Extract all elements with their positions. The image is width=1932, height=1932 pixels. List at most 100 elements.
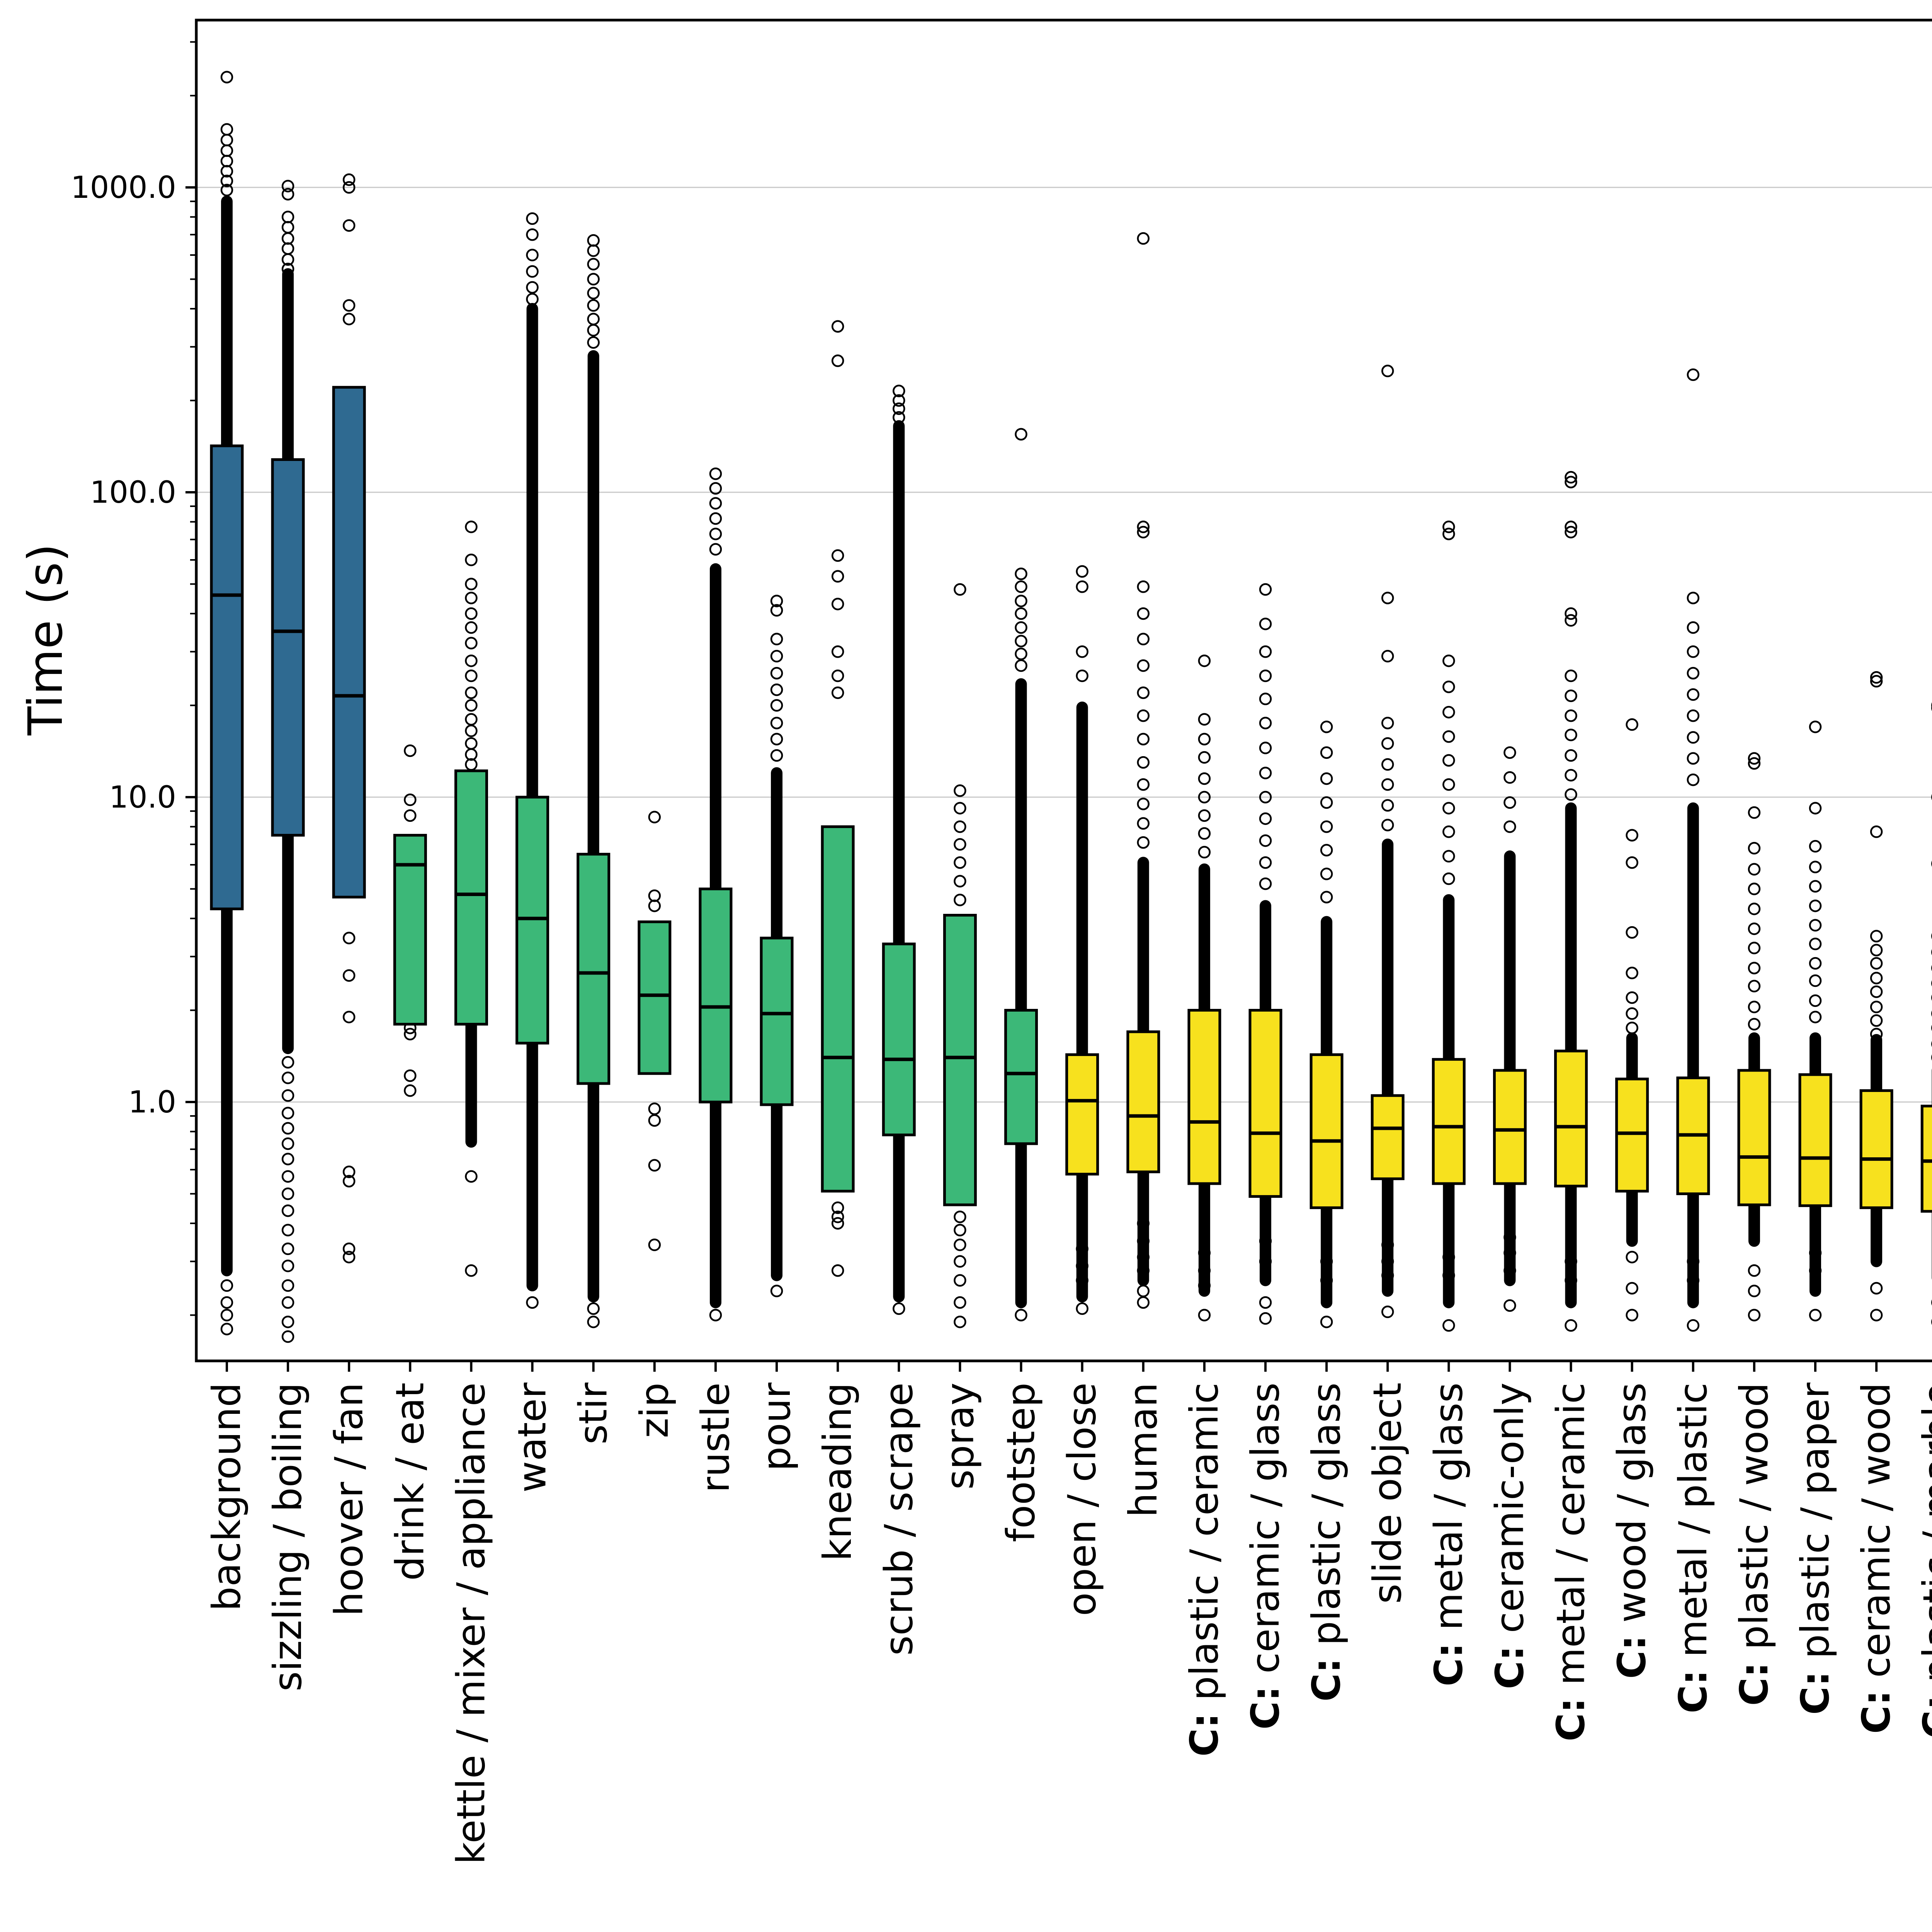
outlier-point: [954, 1274, 966, 1287]
outlier-point: [1503, 1247, 1516, 1259]
outlier-point: [220, 1296, 233, 1309]
outlier-point: [954, 583, 966, 596]
outlier-point: [1015, 428, 1027, 441]
outlier-point: [1381, 1238, 1394, 1251]
outlier-point: [1137, 1296, 1150, 1309]
outlier-point: [1015, 621, 1027, 634]
outlier-point: [465, 699, 478, 712]
outlier-point: [1259, 812, 1272, 825]
box-group-c-ceramic-only: [1493, 746, 1527, 1312]
outlier-point: [1015, 580, 1027, 593]
outlier-point: [1565, 526, 1577, 539]
outlier-point: [1565, 1274, 1577, 1287]
outlier-point: [281, 253, 294, 266]
outlier-point: [1748, 757, 1761, 770]
x-tick-label: kettle / mixer / appliance: [449, 1383, 494, 1864]
outlier-point: [526, 265, 539, 278]
outlier-point: [1381, 650, 1394, 663]
outlier-point: [1626, 991, 1638, 1004]
outlier-point: [1442, 825, 1455, 838]
outlier-point: [1870, 957, 1883, 970]
outlier-point: [1748, 1284, 1761, 1298]
outlier-point: [343, 969, 355, 982]
iqr-box: [1737, 1069, 1771, 1206]
iqr-box: [1004, 1009, 1038, 1145]
outlier-point: [1442, 754, 1455, 767]
outlier-point: [1076, 565, 1088, 578]
outlier-point: [1137, 733, 1150, 746]
outlier-point: [770, 699, 783, 712]
outlier-point: [1626, 1021, 1638, 1034]
outlier-point: [1137, 580, 1150, 593]
box-group-kneading: [821, 320, 855, 1277]
outlier-point: [893, 1302, 905, 1315]
outlier-point: [1442, 680, 1455, 693]
outlier-point: [1809, 720, 1822, 733]
outlier-point: [1442, 1319, 1455, 1332]
outlier-point: [1259, 669, 1272, 682]
outlier-point: [831, 669, 844, 682]
outlier-point: [465, 637, 478, 650]
outlier-point: [465, 1170, 478, 1183]
outlier-point: [587, 1315, 600, 1328]
outlier-point: [1137, 633, 1150, 646]
x-tick-label: spray: [937, 1383, 982, 1490]
x-tick-label: zip: [632, 1383, 677, 1438]
x-tick-label: footstep: [998, 1383, 1044, 1542]
box-group-footstep: [1004, 428, 1038, 1321]
outlier-point: [1809, 861, 1822, 874]
outlier-point: [1137, 686, 1150, 699]
outlier-point: [1870, 1028, 1883, 1041]
outlier-point: [404, 744, 417, 757]
outlier-point: [281, 180, 294, 192]
outlier-point: [1442, 654, 1455, 667]
outlier-point: [1626, 856, 1638, 869]
x-tick-label: C: plastic / ceramic: [1182, 1383, 1227, 1757]
y-axis-title: Time (s): [18, 543, 73, 736]
outlier-point: [465, 520, 478, 533]
x-tick-label: C: plastic / marble: [1915, 1383, 1932, 1739]
box-group-c-metal-glass: [1432, 520, 1466, 1332]
outlier-point: [954, 875, 966, 888]
outlier-point: [1870, 930, 1883, 942]
outlier-point: [954, 856, 966, 869]
outlier-point: [1198, 713, 1211, 726]
box-group-rustle: [699, 467, 733, 1321]
outlier-point: [954, 1224, 966, 1236]
box-group-human: [1126, 232, 1160, 1309]
outlier-point: [1748, 883, 1761, 895]
outlier-point: [1259, 1312, 1272, 1325]
outlier-point: [1259, 1296, 1272, 1309]
outlier-point: [1076, 1302, 1088, 1315]
plot-border: [195, 19, 1932, 1362]
outlier-point: [1565, 614, 1577, 627]
iqr-box: [1554, 1049, 1588, 1188]
outlier-point: [1198, 809, 1211, 822]
outlier-point: [1137, 607, 1150, 620]
outlier-point: [587, 299, 600, 312]
box-group-water: [515, 212, 549, 1309]
outlier-point: [1381, 1255, 1394, 1268]
outlier-point: [220, 1279, 233, 1292]
outlier-point: [1137, 709, 1150, 722]
iqr-box: [882, 942, 916, 1136]
outlier-point: [1198, 751, 1211, 764]
outlier-point: [1870, 1309, 1883, 1321]
outlier-point: [1442, 1251, 1455, 1264]
outlier-point: [526, 248, 539, 262]
outlier-point: [404, 809, 417, 822]
outlier-point: [1565, 749, 1577, 762]
outlier-point: [954, 838, 966, 851]
outlier-point: [831, 597, 844, 611]
x-tick-label: pour: [754, 1382, 799, 1471]
outlier-point: [1748, 962, 1761, 975]
outlier-point: [465, 607, 478, 620]
outlier-point: [770, 1284, 783, 1298]
outlier-point: [1503, 1264, 1516, 1277]
outlier-point: [1442, 778, 1455, 791]
outlier-point: [281, 1170, 294, 1183]
outlier-point: [1565, 476, 1577, 488]
outlier-point: [1565, 1255, 1577, 1268]
outlier-point: [281, 1224, 294, 1236]
outlier-point: [1626, 1251, 1638, 1264]
